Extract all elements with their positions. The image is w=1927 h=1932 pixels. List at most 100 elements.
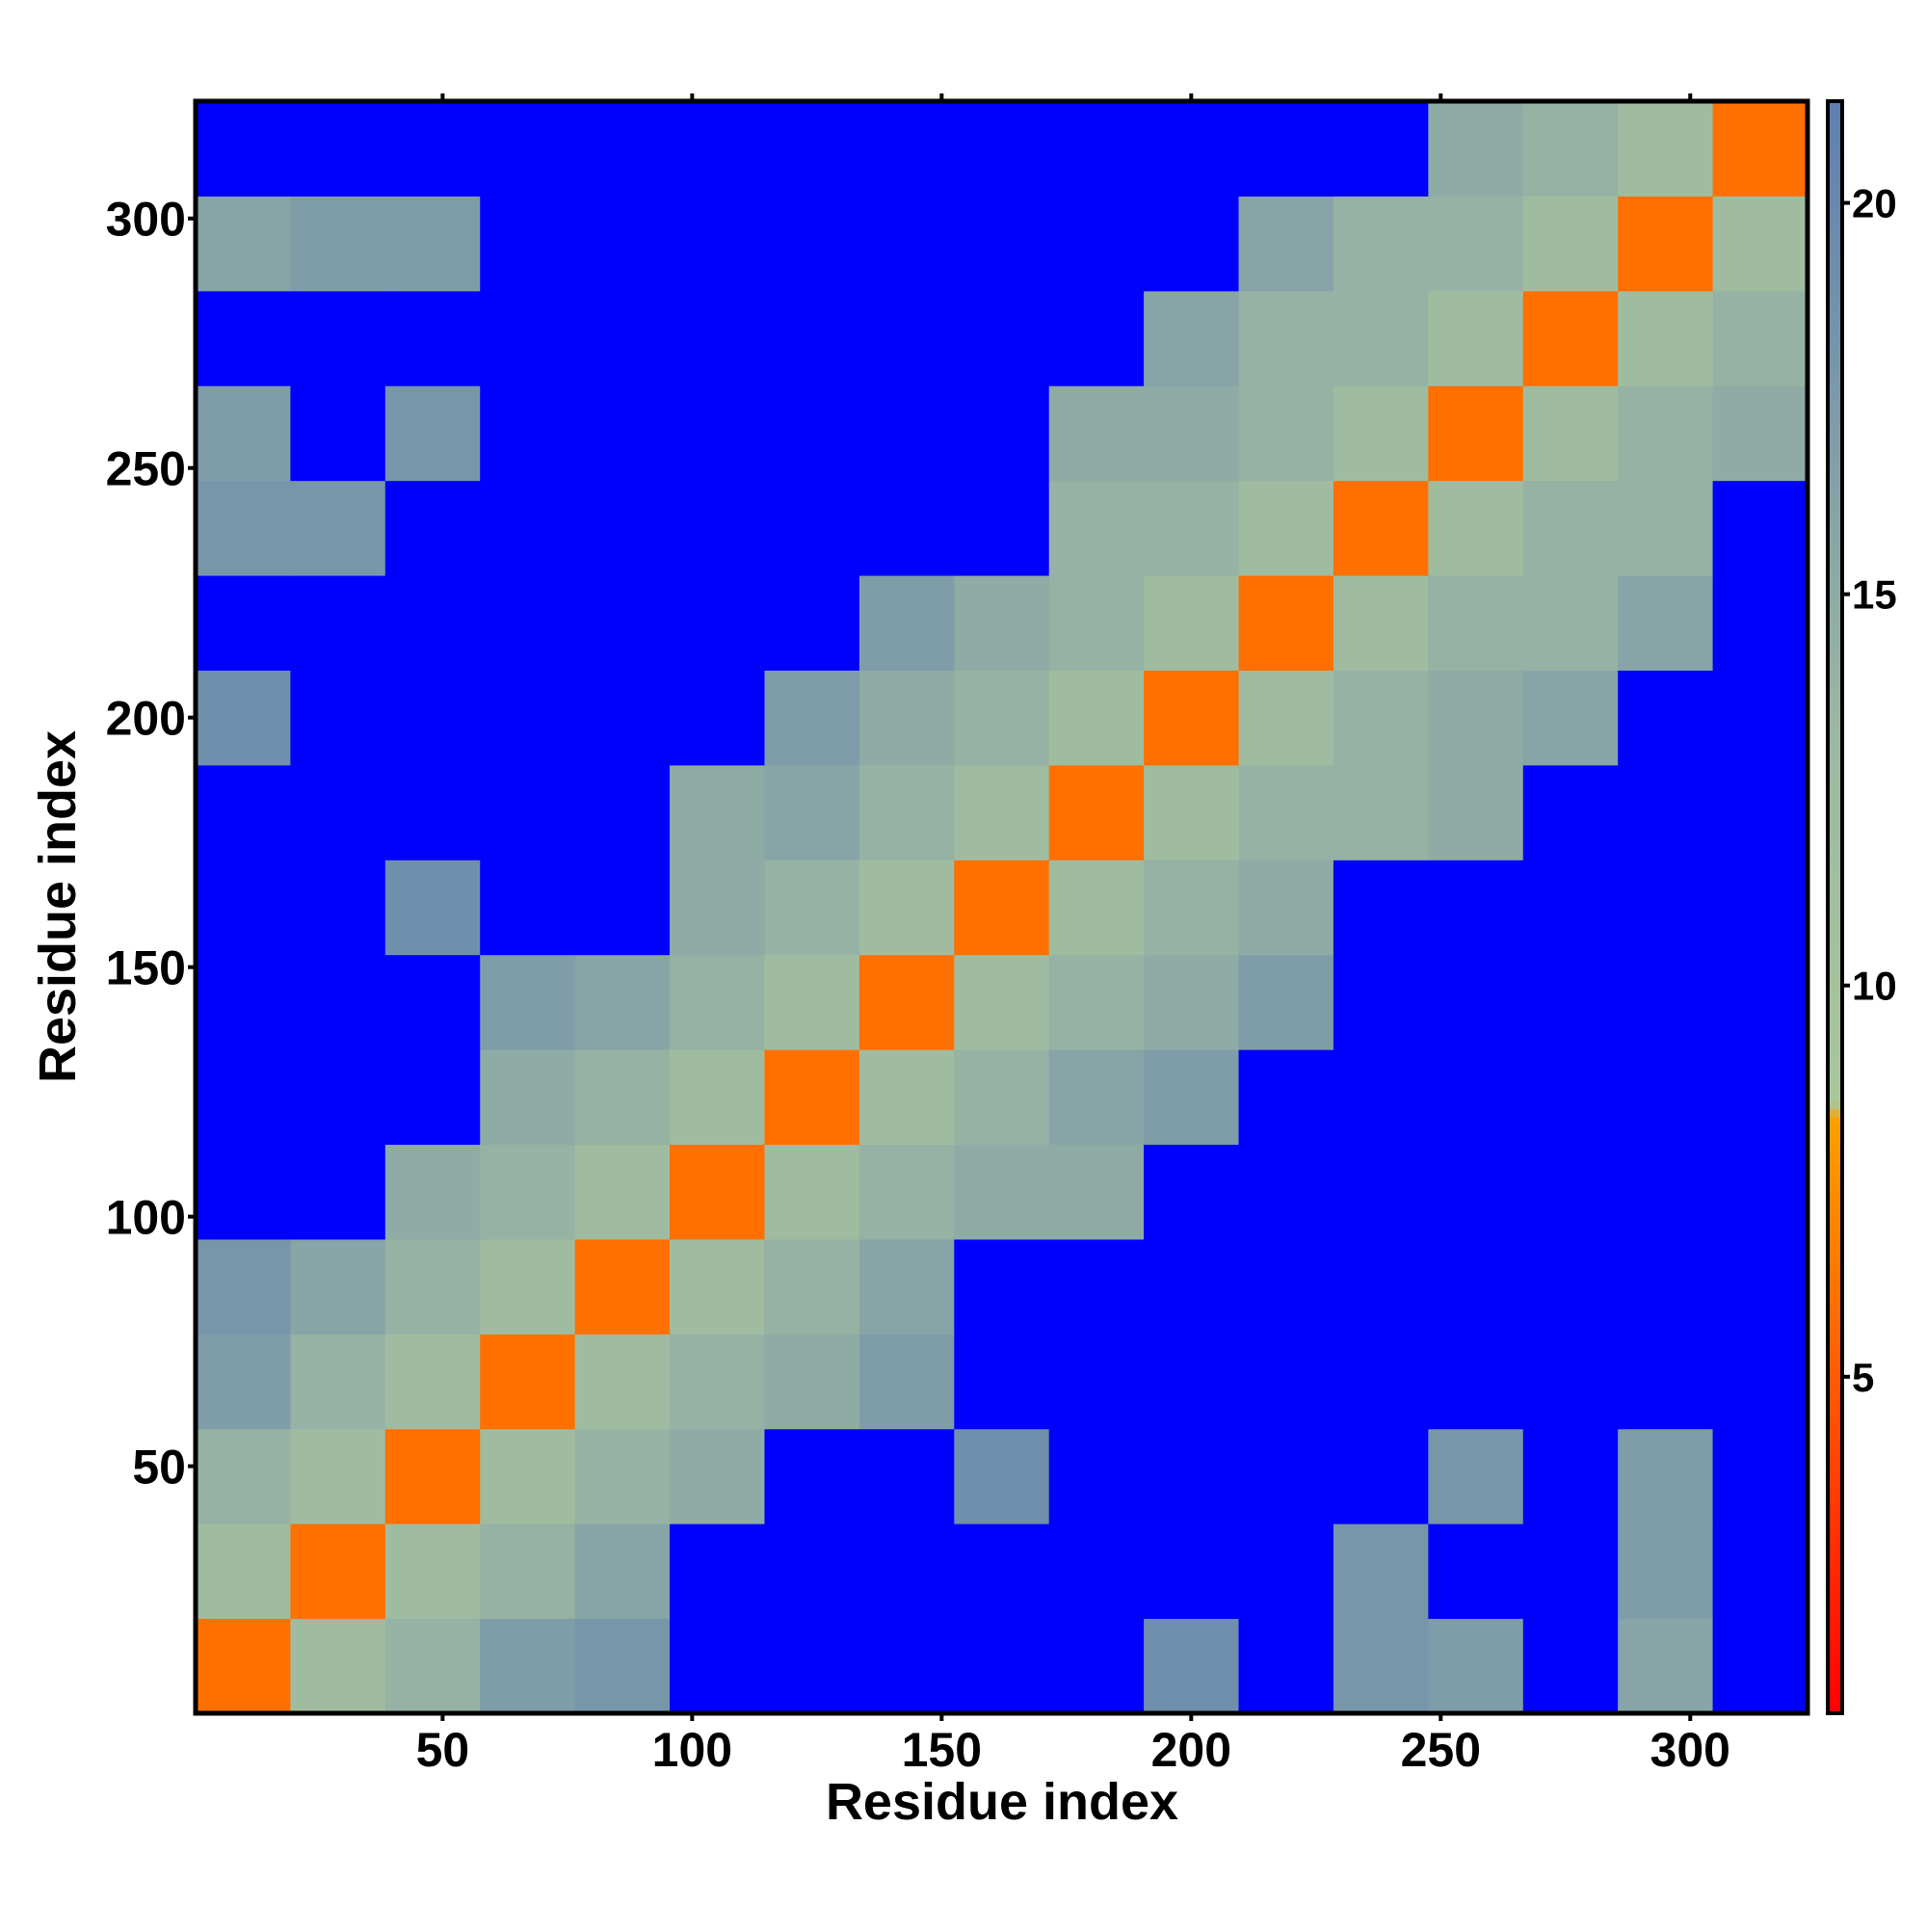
colorbar-segment — [1828, 519, 1842, 529]
heatmap-cell — [1428, 480, 1524, 576]
heatmap-cell — [670, 290, 765, 386]
colorbar-segment — [1828, 1616, 1842, 1626]
colorbar-segment — [1828, 222, 1842, 231]
heatmap-cell — [480, 764, 576, 860]
colorbar-segment — [1828, 310, 1842, 320]
colorbar-segment — [1828, 125, 1842, 135]
colorbar-segment — [1828, 1624, 1842, 1633]
colorbar-segment — [1828, 617, 1842, 626]
heatmap-cell — [1238, 1428, 1334, 1524]
heatmap-cell — [1712, 860, 1808, 956]
heatmap-cell — [480, 385, 576, 482]
colorbar-segment — [1828, 971, 1842, 981]
colorbar-segment — [1828, 270, 1842, 279]
heatmap-cell — [384, 1334, 481, 1430]
heatmap-cell — [1618, 670, 1714, 766]
colorbar-segment — [1828, 1511, 1842, 1521]
heatmap-cell — [670, 764, 765, 860]
heatmap-cell — [1144, 1049, 1240, 1146]
heatmap-cell — [954, 480, 1050, 576]
heatmap-cell — [384, 1428, 481, 1524]
x-tick-label: 200 — [1151, 1723, 1231, 1777]
colorbar-segment — [1828, 681, 1842, 691]
heatmap-cell — [670, 1049, 765, 1146]
colorbar-segment — [1828, 729, 1842, 739]
heatmap-cell — [1618, 1428, 1714, 1524]
colorbar-segment — [1828, 1285, 1842, 1295]
heatmap-cell — [1522, 385, 1619, 482]
heatmap-cell — [670, 101, 765, 197]
heatmap-cell — [1522, 670, 1619, 766]
heatmap-cell — [1712, 670, 1808, 766]
colorbar-segment — [1828, 705, 1842, 715]
heatmap-cell — [290, 1238, 386, 1335]
heatmap-cell — [480, 1428, 576, 1524]
colorbar-segment — [1828, 383, 1842, 392]
heatmap-cell — [1522, 764, 1619, 860]
colorbar-segment — [1828, 471, 1842, 481]
heatmap-cell — [1144, 1238, 1240, 1335]
colorbar-segment — [1828, 1302, 1842, 1311]
colorbar-segment — [1828, 641, 1842, 650]
heatmap-cell — [1618, 1334, 1714, 1430]
colorbar-segment — [1828, 1544, 1842, 1553]
heatmap-cell — [858, 1238, 955, 1335]
heatmap-cell — [670, 670, 765, 766]
colorbar-segment — [1828, 286, 1842, 296]
heatmap-cell — [1144, 1144, 1240, 1240]
heatmap-cell — [1712, 1049, 1808, 1146]
heatmap-cell — [670, 480, 765, 576]
colorbar-segment — [1828, 205, 1842, 215]
heatmap-cell — [1048, 954, 1145, 1050]
colorbar-segment — [1828, 1374, 1842, 1384]
heatmap-cell — [1712, 1618, 1808, 1714]
colorbar-segment — [1828, 1019, 1842, 1029]
y-tick-label: 100 — [106, 1191, 186, 1245]
colorbar-segment — [1828, 1245, 1842, 1255]
heatmap-cell — [1522, 196, 1619, 292]
heatmap-cell — [858, 196, 955, 292]
heatmap-cell — [670, 1144, 765, 1240]
heatmap-cell — [1522, 1618, 1619, 1714]
colorbar-segment — [1828, 979, 1842, 989]
colorbar-segment — [1828, 722, 1842, 731]
heatmap-cell — [1144, 954, 1240, 1050]
heatmap-cell — [1712, 1334, 1808, 1430]
colorbar-segment — [1828, 117, 1842, 126]
heatmap-cell — [384, 670, 481, 766]
colorbar-segment — [1828, 859, 1842, 868]
heatmap-cell — [1144, 575, 1240, 671]
heatmap-cell — [858, 575, 955, 671]
colorbar-segment — [1828, 1503, 1842, 1513]
colorbar-segment — [1828, 923, 1842, 933]
colorbar-segment — [1828, 1366, 1842, 1376]
y-tick-label: 300 — [106, 193, 186, 247]
heatmap-cell — [290, 1144, 386, 1240]
colorbar-segment — [1828, 1125, 1842, 1134]
heatmap-cell — [858, 101, 955, 197]
colorbar-segment — [1828, 552, 1842, 562]
heatmap-cell — [574, 860, 671, 956]
heatmap-cell — [290, 860, 386, 956]
colorbar-segment — [1828, 1495, 1842, 1505]
colorbar-segment — [1828, 1076, 1842, 1086]
heatmap-cell — [1428, 764, 1524, 860]
heatmap-cell — [1618, 1049, 1714, 1146]
heatmap-cell — [1712, 764, 1808, 860]
colorbar-segment — [1828, 1350, 1842, 1360]
colorbar-segment — [1828, 1560, 1842, 1570]
heatmap-cell — [196, 1238, 291, 1335]
colorbar-segment — [1828, 1608, 1842, 1618]
heatmap-cell — [384, 385, 481, 482]
colorbar-segment — [1828, 1230, 1842, 1239]
heatmap-cell — [1712, 1523, 1808, 1620]
heatmap-cell — [1522, 1144, 1619, 1240]
colorbar-segment — [1828, 495, 1842, 505]
heatmap-cell — [1428, 1049, 1524, 1146]
colorbar-segment — [1828, 351, 1842, 360]
colorbar-segment — [1828, 262, 1842, 272]
heatmap-cell — [1048, 196, 1145, 292]
y-tick-label: 250 — [106, 442, 186, 496]
heatmap-cell — [1712, 1238, 1808, 1335]
colorbar-segment — [1828, 1189, 1842, 1199]
